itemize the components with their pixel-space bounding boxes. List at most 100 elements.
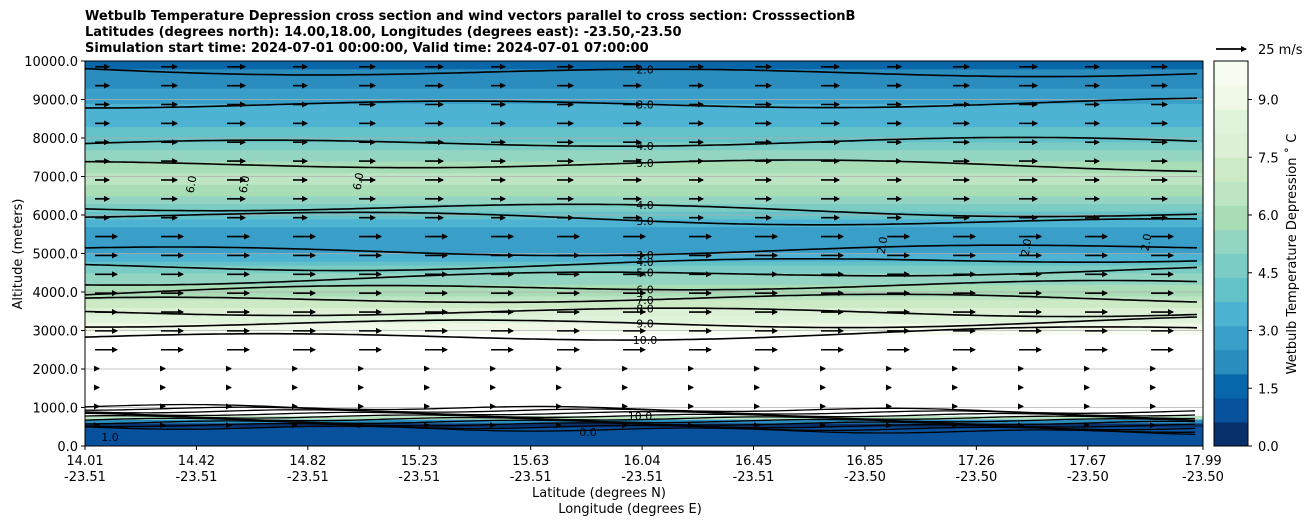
colorbar-frame — [1213, 60, 1249, 447]
contour-label: 7.0 — [636, 294, 654, 307]
colorbar-swatch — [1214, 205, 1248, 230]
colorbar-swatch — [1214, 133, 1248, 158]
x-tick-label-latitude: 17.67 — [1069, 454, 1106, 469]
field-band — [85, 215, 1203, 220]
field-band — [85, 157, 1203, 162]
field-band — [85, 138, 1203, 143]
field-band — [85, 369, 1203, 374]
colorbar-swatch — [1214, 181, 1248, 206]
field-band — [85, 261, 1203, 266]
contour-label: 2.0 — [1139, 233, 1155, 252]
y-tick-label: 2000.0 — [33, 363, 79, 378]
surface-contour — [85, 425, 1196, 436]
colorbar-tick-label: 4.5 — [1258, 267, 1279, 282]
colorbar-swatch — [1214, 277, 1248, 303]
field-band — [85, 295, 1203, 301]
field-band — [85, 141, 1203, 147]
x-tick-label-latitude: 16.04 — [623, 454, 660, 469]
contour-label: 2.0 — [875, 236, 891, 255]
field-band — [85, 153, 1203, 158]
colorbar-swatch — [1214, 85, 1248, 110]
contour-label: 1.0 — [101, 431, 119, 444]
field-band — [85, 415, 1203, 420]
field-band — [85, 322, 1203, 328]
field-band — [85, 191, 1203, 197]
field-band — [85, 265, 1203, 270]
y-tick-label: 6000.0 — [33, 209, 79, 224]
colorbar-swatch — [1214, 373, 1248, 399]
x-tick-label-latitude: 14.01 — [66, 454, 103, 469]
contour-line — [85, 307, 1198, 318]
x-tick-label-longitude: -23.50 — [1067, 470, 1109, 485]
field-band — [85, 91, 1203, 97]
field-band — [85, 411, 1203, 416]
x-tick-label-longitude: -23.51 — [175, 470, 217, 485]
field-band — [85, 334, 1203, 339]
contour-line — [85, 203, 1198, 218]
field-band — [85, 268, 1203, 274]
field-band — [85, 72, 1203, 77]
contour-label: 5.0 — [636, 266, 654, 279]
field-band — [85, 168, 1203, 174]
field-band — [85, 257, 1203, 262]
contour-label: 5.0 — [636, 157, 654, 170]
field-band — [85, 118, 1203, 124]
contour-line — [85, 279, 1198, 296]
field-band — [85, 315, 1203, 320]
x-tick-label-latitude: 16.85 — [846, 454, 883, 469]
colorbar-tick-label: 3.0 — [1258, 325, 1279, 340]
colorbar-swatch — [1214, 349, 1248, 375]
surface-contour — [85, 415, 1196, 426]
field-band — [85, 195, 1203, 201]
field-band — [85, 126, 1203, 131]
field-band — [85, 380, 1203, 385]
colorbar-swatch — [1214, 61, 1248, 86]
x-tick-label-longitude: -23.51 — [398, 470, 440, 485]
field-band — [85, 130, 1203, 135]
contour-label: 3.0 — [636, 215, 654, 228]
field-band — [85, 372, 1203, 378]
field-band — [85, 134, 1203, 139]
y-tick-label: 7000.0 — [33, 171, 79, 186]
x-tick-label-longitude: -23.50 — [955, 470, 997, 485]
field-band — [85, 111, 1203, 116]
colorbar-tick-label: 6.0 — [1258, 209, 1279, 224]
contour-line — [85, 258, 1198, 272]
field-band — [85, 299, 1203, 305]
contour-label: 8.0 — [636, 302, 654, 315]
field-band — [85, 342, 1203, 347]
contour-label: 4.0 — [636, 199, 654, 212]
field-band — [85, 245, 1203, 251]
contour-label: 10.0 — [633, 334, 658, 347]
surface-contour — [85, 411, 1196, 421]
contour-label: 6.0 — [184, 175, 200, 194]
contour-label: 4.0 — [636, 256, 654, 269]
contour-label: 6.0 — [351, 172, 367, 191]
chart-title: Wetbulb Temperature Depression cross sec… — [85, 9, 855, 57]
contour-line — [85, 211, 1198, 226]
x-tick-label-longitude: -23.51 — [621, 470, 663, 485]
field-band — [85, 176, 1203, 181]
field-band — [85, 403, 1203, 409]
contour-line — [85, 326, 1198, 341]
surface-contour — [85, 412, 1196, 423]
field-band — [85, 376, 1203, 382]
field-band — [85, 61, 1203, 66]
y-tick-label: 4000.0 — [33, 286, 79, 301]
field-band — [85, 76, 1203, 81]
field-band — [85, 226, 1203, 231]
field-band — [85, 80, 1203, 85]
field-band — [85, 149, 1203, 154]
field-band — [85, 395, 1203, 401]
field-band — [85, 399, 1203, 405]
field-band — [85, 318, 1203, 324]
field-band — [85, 353, 1203, 359]
field-band — [85, 419, 1203, 424]
field-band — [85, 164, 1203, 170]
x-tick-label-latitude: 17.99 — [1184, 454, 1221, 469]
field-band — [85, 172, 1203, 178]
field-band — [85, 207, 1203, 212]
field-band — [85, 188, 1203, 193]
field-band — [85, 430, 1203, 436]
